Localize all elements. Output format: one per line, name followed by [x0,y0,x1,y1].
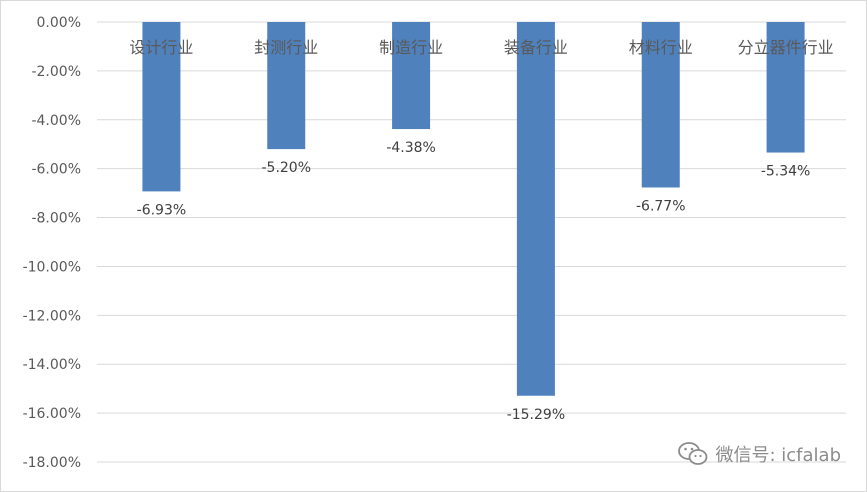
watermark: 微信号: icfalab [677,440,841,468]
bar-0 [142,22,181,192]
data-label-3: -15.29% [507,407,565,423]
y-tick-label-9: -18.00% [23,455,81,471]
category-label-5: 分立器件行业 [738,38,834,57]
bar-3 [516,22,555,396]
bar-5 [766,22,805,153]
bar-4 [641,22,680,188]
category-label-2: 制造行业 [379,38,443,57]
bar-1 [267,22,306,150]
data-label-2: -4.38% [386,140,436,156]
data-label-1: -5.20% [261,160,311,176]
y-tick-label-3: -6.00% [31,162,81,178]
bar-2 [392,22,431,130]
category-label-0: 设计行业 [129,38,193,57]
y-tick-label-7: -14.00% [23,357,81,373]
watermark-text: 微信号: icfalab [715,445,841,466]
data-label-0: -6.93% [137,202,187,218]
y-tick-label-2: -4.00% [31,113,81,129]
category-label-3: 装备行业 [504,38,568,57]
wechat-icon [678,442,708,465]
category-label-1: 封测行业 [254,38,318,57]
y-tick-label-0: 0.00% [37,15,81,31]
y-tick-label-8: -16.00% [23,406,81,422]
category-label-4: 材料行业 [629,38,693,57]
y-tick-label-6: -12.00% [23,308,81,324]
y-tick-label-1: -2.00% [31,64,81,80]
data-label-5: -5.34% [761,164,811,180]
y-tick-label-4: -8.00% [31,211,81,227]
data-label-4: -6.77% [636,198,686,214]
y-tick-label-5: -10.00% [23,259,81,275]
